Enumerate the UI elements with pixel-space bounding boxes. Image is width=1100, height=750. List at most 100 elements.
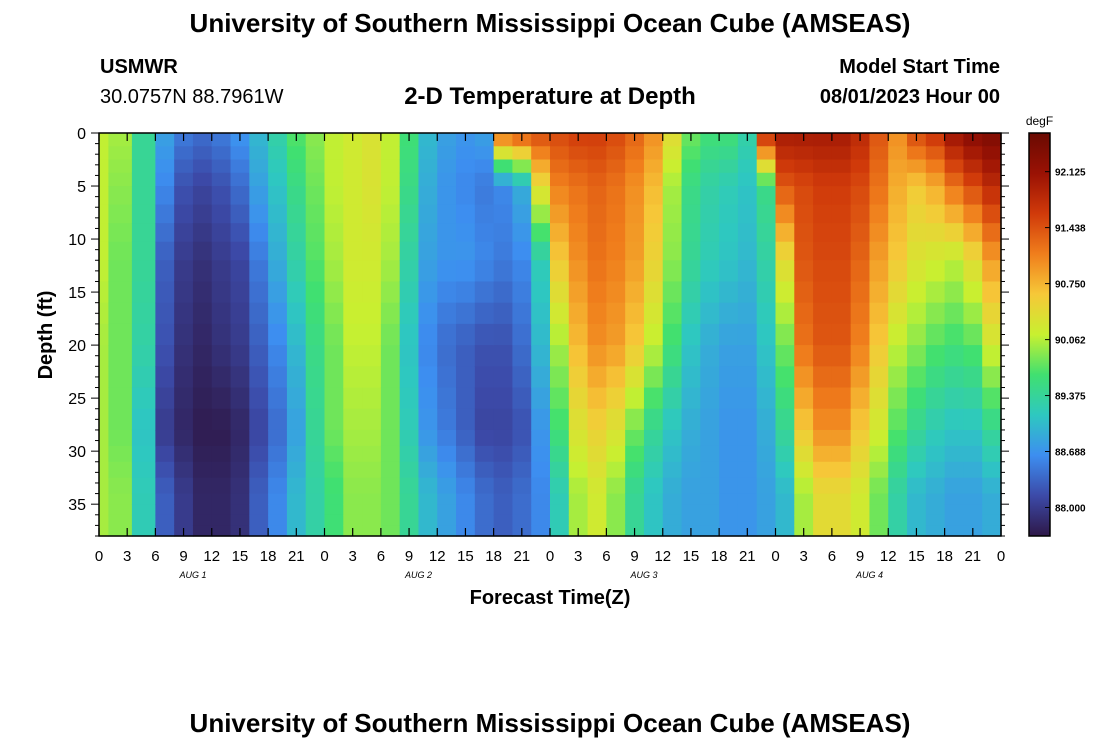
- heatmap-cell: [606, 133, 626, 147]
- heatmap-cell: [418, 345, 438, 367]
- heatmap-cell: [380, 133, 401, 147]
- heatmap-cell: [531, 302, 551, 325]
- heatmap-cell: [418, 525, 438, 537]
- heatmap-cell: [700, 159, 720, 174]
- heatmap-cell: [550, 345, 570, 367]
- heatmap-cell: [719, 445, 739, 463]
- heatmap-cell: [606, 366, 626, 389]
- heatmap-cell: [399, 445, 420, 463]
- heatmap-cell: [625, 323, 645, 346]
- heatmap-cell: [99, 159, 109, 174]
- heatmap-cell: [108, 302, 133, 325]
- heatmap-cell: [418, 133, 438, 147]
- heatmap-cell: [794, 323, 814, 346]
- heatmap-cell: [230, 159, 250, 174]
- heatmap-cell: [963, 514, 983, 526]
- heatmap-cell: [756, 159, 777, 174]
- heatmap-cell: [643, 493, 664, 505]
- heatmap-cell: [869, 525, 889, 537]
- heatmap-cell: [775, 429, 795, 447]
- heatmap-cell: [719, 345, 739, 367]
- heatmap-cell: [362, 186, 382, 206]
- heatmap-cell: [230, 514, 250, 526]
- heatmap-cell: [606, 172, 626, 187]
- heatmap-cell: [456, 514, 476, 526]
- heatmap-cell: [249, 477, 269, 495]
- heatmap-cell: [531, 366, 551, 389]
- heatmap-cell: [108, 241, 133, 261]
- colorbar-tick-label: 88.000: [1055, 504, 1086, 515]
- heatmap-cell: [756, 504, 777, 516]
- heatmap-cell: [737, 345, 758, 367]
- heatmap-cell: [456, 302, 476, 325]
- heatmap-cell: [437, 493, 457, 505]
- heatmap-cell: [888, 504, 908, 516]
- heatmap-cell: [268, 429, 288, 447]
- heatmap-cell: [944, 387, 965, 410]
- heatmap-cell: [963, 172, 983, 187]
- heatmap-cell: [192, 260, 213, 283]
- heatmap-cell: [606, 525, 626, 537]
- heatmap-cell: [681, 461, 701, 479]
- heatmap-cell: [512, 223, 532, 243]
- heatmap-cell: [719, 525, 739, 537]
- heatmap-cell: [681, 429, 701, 447]
- heatmap-cell: [286, 461, 307, 479]
- heatmap-cell: [662, 146, 683, 161]
- heatmap-cell: [493, 204, 514, 224]
- heatmap-cell: [192, 146, 213, 161]
- heatmap-cell: [982, 461, 1002, 479]
- heatmap-cell: [925, 429, 946, 447]
- heatmap-cell: [775, 525, 795, 537]
- heatmap-cell: [643, 172, 664, 187]
- heatmap-cell: [982, 525, 1002, 537]
- heatmap-cell: [155, 302, 175, 325]
- heatmap-cell: [831, 429, 852, 447]
- heatmap-cell: [249, 172, 269, 187]
- heatmap-cell: [662, 133, 683, 147]
- heatmap-cell: [719, 204, 739, 224]
- heatmap-cell: [249, 281, 269, 304]
- heatmap-cell: [587, 493, 607, 505]
- heatmap-cell: [474, 172, 495, 187]
- heatmap-cell: [662, 172, 683, 187]
- heatmap-cell: [211, 323, 232, 346]
- heatmap-cell: [174, 493, 194, 505]
- heatmap-cell: [324, 387, 344, 410]
- heatmap-cell: [606, 477, 626, 495]
- heatmap-cell: [813, 366, 833, 389]
- heatmap-cell: [813, 504, 833, 516]
- heatmap-cell: [155, 408, 175, 431]
- heatmap-cell: [925, 366, 946, 389]
- heatmap-cell: [362, 241, 382, 261]
- heatmap-cell: [474, 241, 495, 261]
- heatmap-cell: [662, 493, 683, 505]
- heatmap-cell: [550, 514, 570, 526]
- heatmap-cell: [550, 159, 570, 174]
- heatmap-cell: [493, 461, 514, 479]
- heatmap-cell: [512, 461, 532, 479]
- heatmap-cell: [474, 525, 495, 537]
- heatmap-cell: [606, 302, 626, 325]
- heatmap-cell: [963, 204, 983, 224]
- x-tick-label: 6: [602, 548, 610, 565]
- heatmap-cell: [399, 260, 420, 283]
- heatmap-cell: [925, 525, 946, 537]
- heatmap-cell: [343, 504, 363, 516]
- heatmap-cell: [775, 159, 795, 174]
- heatmap-cell: [437, 461, 457, 479]
- heatmap-cell: [437, 323, 457, 346]
- heatmap-cell: [700, 461, 720, 479]
- heatmap-cell: [155, 281, 175, 304]
- heatmap-cell: [925, 146, 946, 161]
- heatmap-cell: [550, 493, 570, 505]
- heatmap-cell: [418, 387, 438, 410]
- heatmap-cell: [174, 429, 194, 447]
- heatmap-cell: [418, 146, 438, 161]
- heatmap-cell: [850, 408, 871, 431]
- heatmap-cell: [850, 241, 871, 261]
- heatmap-cell: [437, 204, 457, 224]
- heatmap-cell: [305, 429, 326, 447]
- heatmap-cell: [625, 186, 645, 206]
- x-tick-label: 21: [288, 548, 305, 565]
